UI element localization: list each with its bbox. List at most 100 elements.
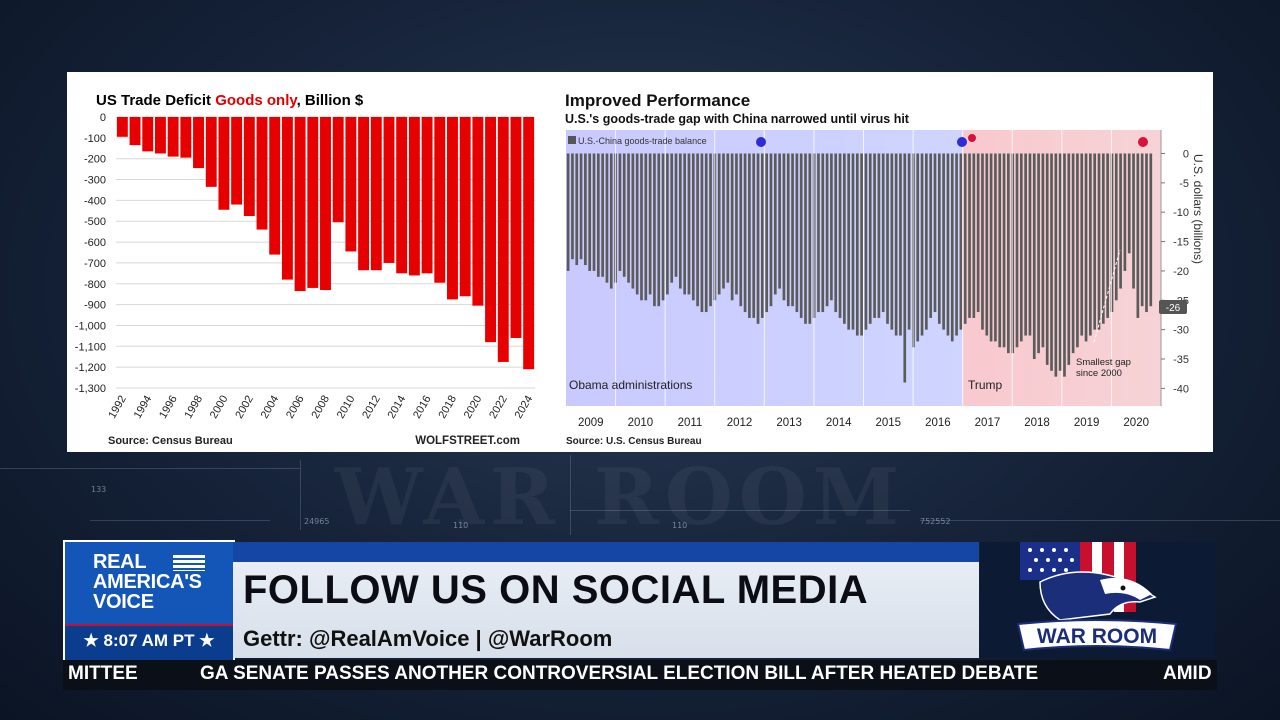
monthly-balance-bar <box>670 153 674 283</box>
monthly-balance-bar <box>1101 153 1105 324</box>
lower-third: REAL AMERICA'S VOICE ★ 8:07 AM PT ★ FOLL… <box>63 540 1217 662</box>
monthly-balance-bar <box>722 153 725 289</box>
x-tick-label: 1996 <box>157 394 180 421</box>
monthly-balance-bar <box>773 153 777 295</box>
monthly-balance-bar <box>786 153 790 307</box>
monthly-balance-bar <box>799 153 803 318</box>
x-tick-label: 2018 <box>436 394 459 421</box>
chart-title-highlight: Goods only <box>215 92 298 109</box>
y-tick-label: -100 <box>84 133 106 145</box>
y-axis-label: U.S. dollars (billions) <box>1191 154 1205 264</box>
monthly-balance-bar <box>963 153 967 324</box>
y-tick-label: -1,200 <box>75 362 106 374</box>
background-number: 110 <box>672 521 688 530</box>
deficit-bar <box>370 117 382 271</box>
background-number: 752552 <box>920 517 951 526</box>
annotation-line: Smallest gap <box>1076 357 1131 368</box>
x-tick-label: 2009 <box>578 417 604 429</box>
monthly-balance-bar <box>985 153 989 336</box>
monthly-balance-bar <box>640 153 643 301</box>
trade-deficit-chart: US Trade Deficit Goods only, Billion $ 0… <box>75 92 535 447</box>
logo-line: VOICE <box>93 591 154 613</box>
monthly-balance-bar <box>955 153 958 336</box>
monthly-balance-bar <box>1114 153 1118 301</box>
deficit-bar <box>205 117 217 187</box>
obama-region-label: Obama administrations <box>569 378 692 392</box>
monthly-balance-bar <box>942 153 945 330</box>
chart-title-part: US Trade Deficit <box>96 92 215 109</box>
background-line <box>920 520 1280 521</box>
deficit-bar <box>497 117 509 362</box>
monthly-balance-bar <box>937 153 941 324</box>
term-marker-icon <box>1138 137 1148 147</box>
x-tick-label: 2013 <box>776 417 802 429</box>
deficit-bar <box>421 117 433 274</box>
chart-title: US Trade Deficit Goods only, Billion $ <box>96 92 364 109</box>
monthly-balance-bar <box>920 153 924 336</box>
deficit-bar <box>510 117 522 338</box>
smallest-gap-annotation: Smallest gap since 2000 <box>1076 357 1131 379</box>
monthly-balance-bar <box>873 153 876 318</box>
war-room-brand-text: WAR ROOM <box>1037 625 1157 648</box>
term-marker-icon <box>957 137 967 147</box>
monthly-balance-bar <box>743 153 747 313</box>
x-tick-label: 2018 <box>1024 417 1050 429</box>
y-tick-label: 0 <box>100 112 106 124</box>
monthly-balance-bar <box>571 153 574 260</box>
monthly-balance-bar <box>1149 153 1153 307</box>
logo-text: REAL AMERICA'S VOICE <box>93 552 202 612</box>
monthly-balance-bar <box>855 153 859 336</box>
eagle-flag-icon: WAR ROOM <box>1016 542 1178 652</box>
deficit-bar <box>345 117 357 252</box>
deficit-bar <box>485 117 497 343</box>
x-tick-label: 2010 <box>628 417 654 429</box>
y-tick-label: -15 <box>1173 237 1189 249</box>
chart-credit: WOLFSTREET.com <box>415 435 520 447</box>
deficit-bar <box>142 117 154 152</box>
monthly-balance-bar <box>916 153 920 342</box>
deficit-bar <box>218 117 230 210</box>
monthly-balance-bar <box>976 153 980 313</box>
monthly-balance-bar <box>1037 153 1040 354</box>
background-number: 24965 <box>304 517 330 526</box>
monthly-balance-bar <box>890 153 894 330</box>
deficit-bar <box>320 117 331 291</box>
x-tick-label: 2008 <box>309 394 332 421</box>
monthly-balance-bar <box>601 153 604 277</box>
monthly-balance-bar <box>605 153 609 283</box>
x-tick-label: 2011 <box>678 417 703 429</box>
deficit-bar <box>180 117 192 158</box>
monthly-balance-bar <box>666 153 669 295</box>
deficit-bar <box>358 117 370 271</box>
real-americas-voice-logo: REAL AMERICA'S VOICE ★ 8:07 AM PT ★ <box>63 540 235 662</box>
monthly-balance-bar <box>709 153 712 307</box>
monthly-balance-bar <box>817 153 820 313</box>
monthly-balance-bar <box>1076 153 1079 348</box>
monthly-balance-bar <box>899 153 902 336</box>
x-tick-label: 2015 <box>875 417 901 429</box>
monthly-balance-bar <box>618 153 622 271</box>
war-room-watermark: WAR ROOM <box>334 452 906 543</box>
deficit-bar <box>129 117 141 146</box>
china-trade-chart-panel: Improved Performance U.S.'s goods-trade … <box>546 72 1213 452</box>
monthly-balance-bar <box>635 153 639 295</box>
monthly-balance-bar <box>1015 153 1019 348</box>
monthly-balance-bar <box>674 153 678 277</box>
background-number: 133 <box>91 485 107 494</box>
monthly-balance-bar <box>886 153 889 324</box>
monthly-balance-bar <box>968 153 971 318</box>
ticker-headline: GA SENATE PASSES ANOTHER CONTROVERSIAL E… <box>200 663 1039 684</box>
monthly-balance-bar <box>1106 153 1109 318</box>
monthly-balance-bar <box>834 153 838 313</box>
logo-line: AMERICA'S <box>93 571 202 593</box>
monthly-balance-bar <box>748 153 751 318</box>
chart-title-part: , Billion $ <box>297 92 364 109</box>
monthly-balance-bar <box>929 153 933 318</box>
chart-source: Source: U.S. Census Bureau <box>566 436 702 447</box>
monthly-balance-bar <box>959 153 963 330</box>
x-tick-label: 2022 <box>487 394 510 421</box>
y-tick-label: -200 <box>84 154 106 166</box>
x-tick-label: 1992 <box>106 394 129 421</box>
monthly-balance-bar <box>735 153 738 295</box>
monthly-balance-bar <box>575 153 579 266</box>
